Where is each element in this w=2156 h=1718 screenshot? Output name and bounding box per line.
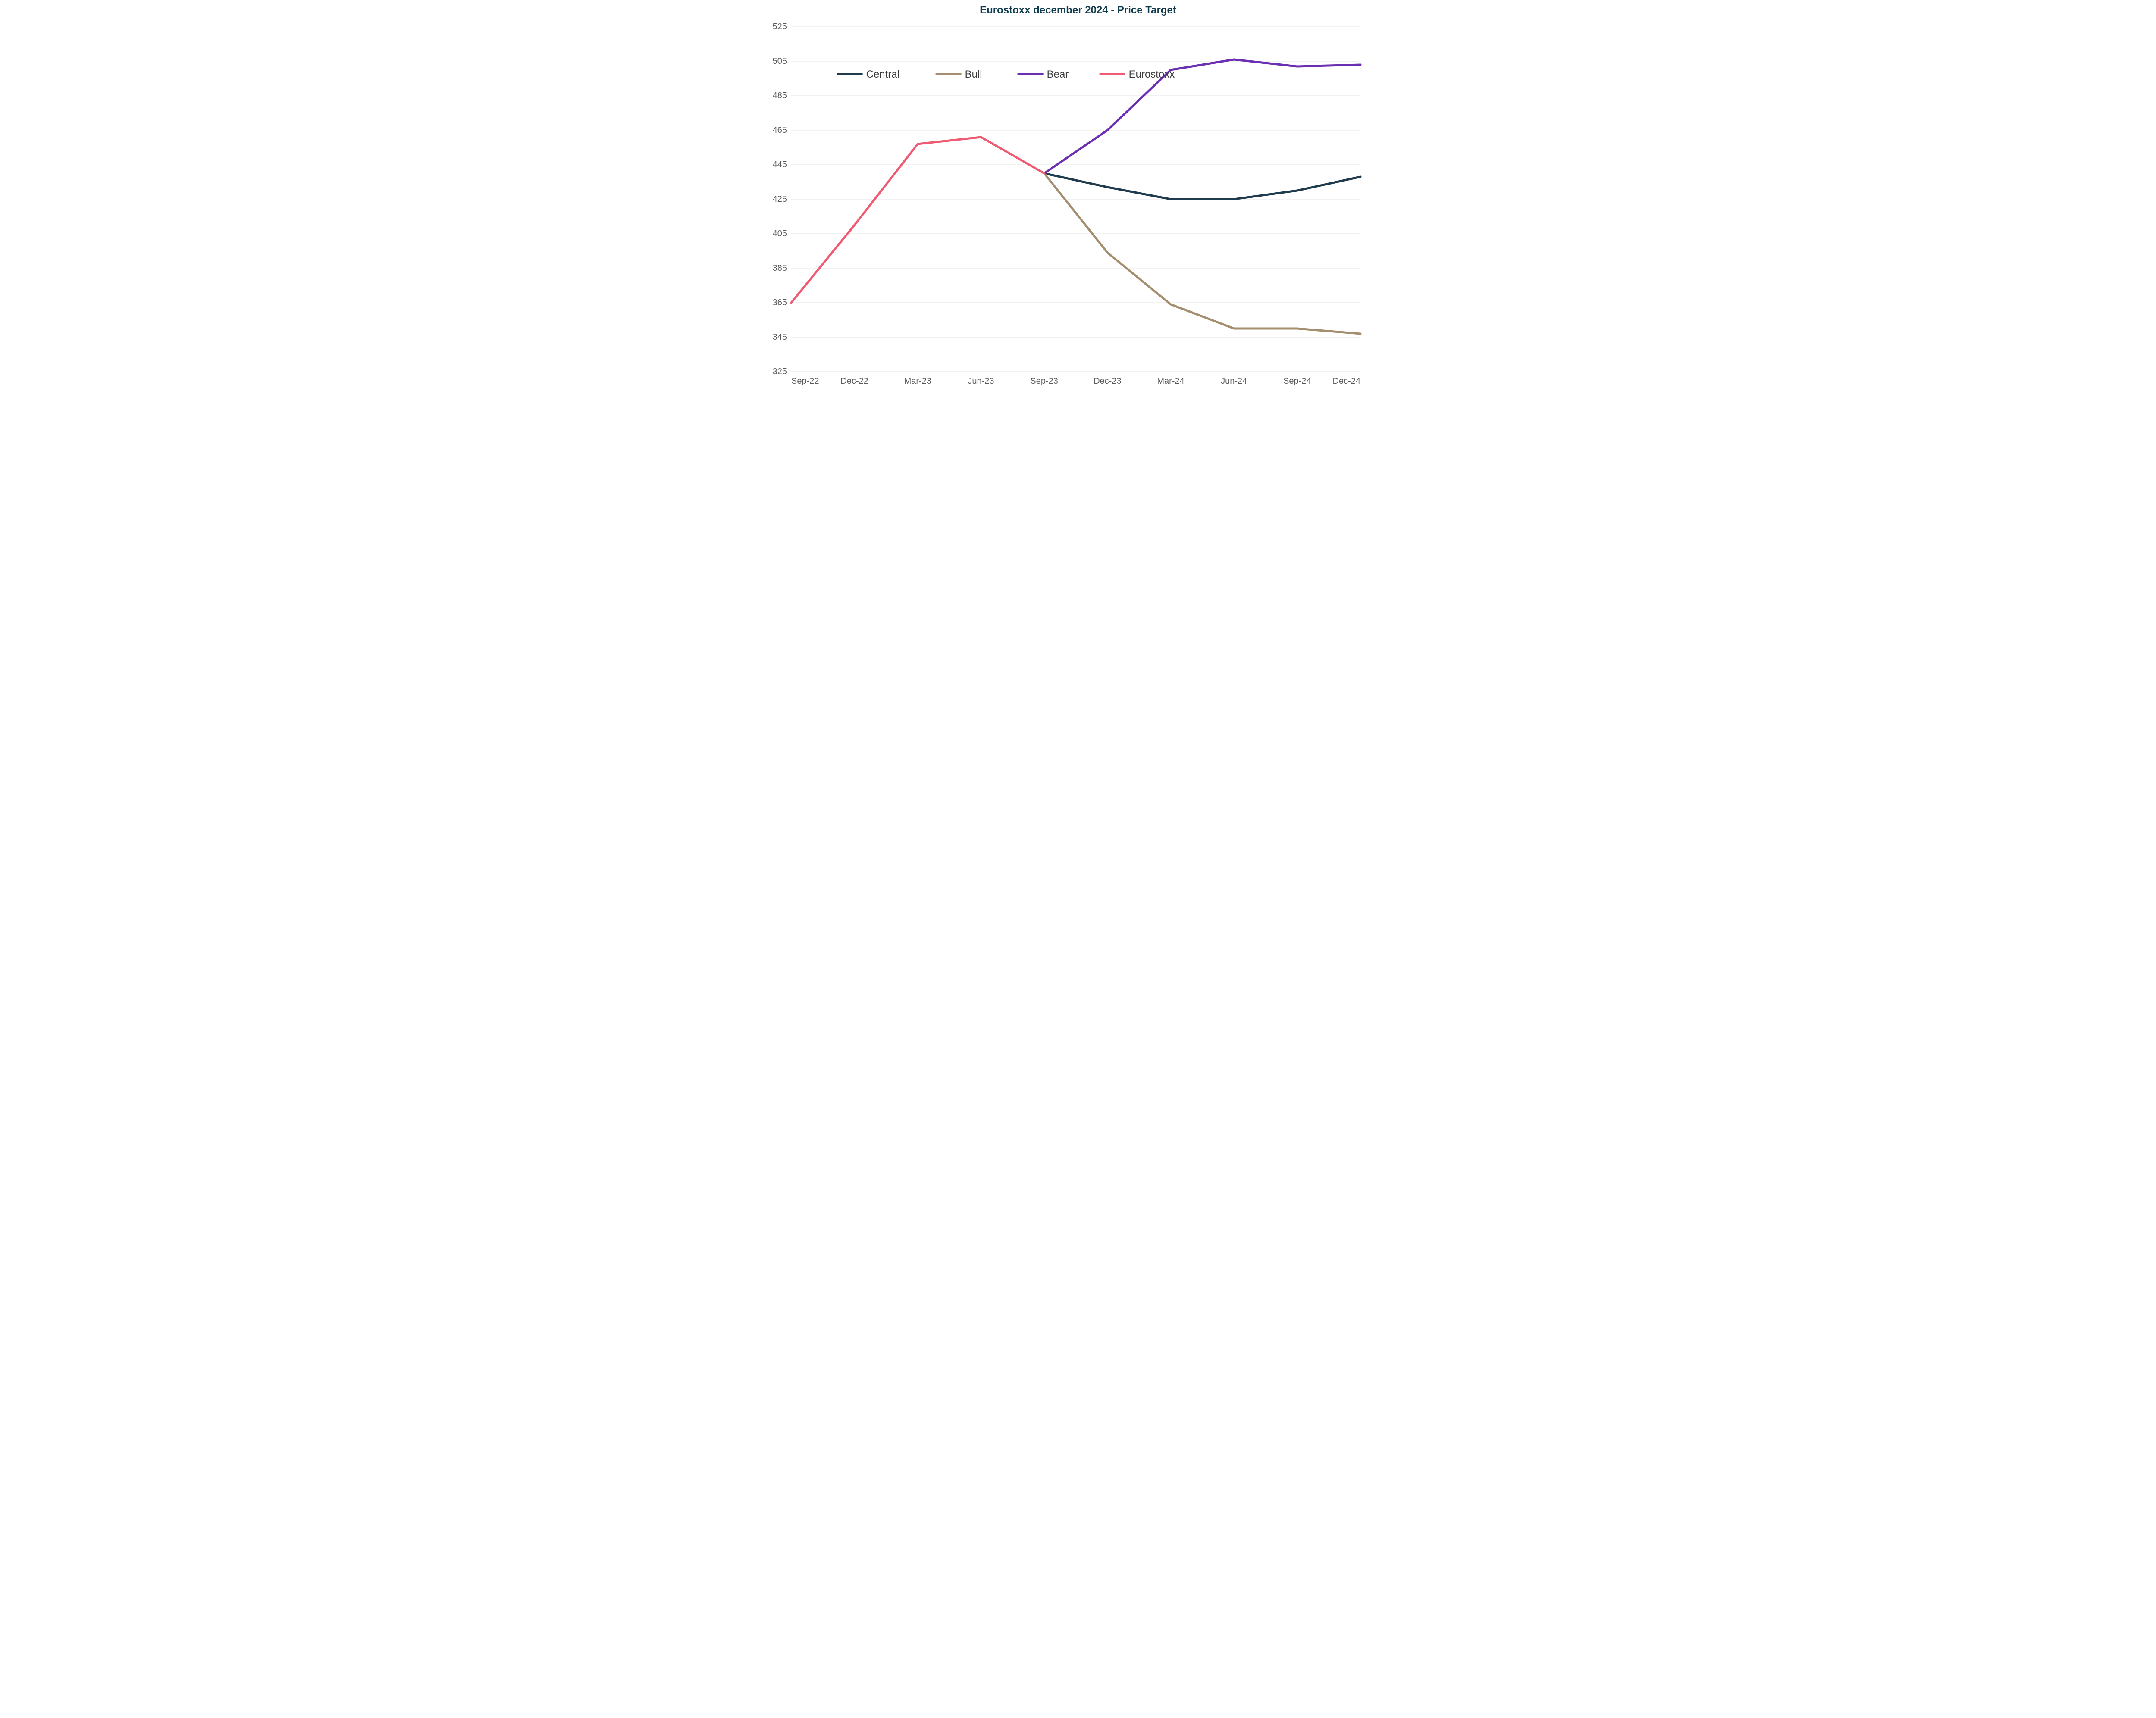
chart-title: Eurostoxx december 2024 - Price Target — [765, 4, 1391, 16]
series-line-bull — [1044, 173, 1360, 334]
legend-label-bear: Bear — [1047, 69, 1069, 80]
y-tick-label: 365 — [773, 298, 787, 307]
y-tick-label: 465 — [773, 125, 787, 135]
y-tick-label: 525 — [773, 22, 787, 31]
x-tick-label: Jun-23 — [968, 376, 994, 386]
x-tick-label: Sep-24 — [1283, 376, 1311, 386]
y-tick-label: 445 — [773, 160, 787, 169]
y-tick-label: 505 — [773, 56, 787, 66]
chart-container: Eurostoxx december 2024 - Price Target 3… — [765, 0, 1391, 397]
line-chart: 325 345 365 385 405 425 445 465 485 505 525 Sep-22 D… — [765, 18, 1369, 389]
legend-label-eurostoxx: Eurostoxx — [1129, 69, 1175, 80]
x-tick-label: Dec-22 — [840, 376, 868, 386]
x-tick-label: Dec-23 — [1094, 376, 1121, 386]
x-tick-label: Mar-23 — [904, 376, 931, 386]
x-tick-label: Sep-22 — [791, 376, 819, 386]
y-tick-label: 425 — [773, 194, 787, 204]
series-line-eurostoxx — [791, 137, 1044, 303]
x-tick-label: Dec-24 — [1333, 376, 1360, 386]
y-tick-label: 405 — [773, 229, 787, 238]
series-line-bear — [1044, 59, 1360, 173]
y-tick-label: 385 — [773, 263, 787, 273]
series-line-central — [1044, 173, 1360, 199]
legend-label-bull: Bull — [965, 69, 982, 80]
y-tick-label: 325 — [773, 367, 787, 376]
x-tick-label: Jun-24 — [1221, 376, 1247, 386]
x-tick-label: Sep-23 — [1030, 376, 1058, 386]
y-tick-label: 345 — [773, 332, 787, 342]
y-tick-label: 485 — [773, 91, 787, 100]
legend-label-central: Central — [866, 69, 899, 80]
x-tick-label: Mar-24 — [1157, 376, 1184, 386]
